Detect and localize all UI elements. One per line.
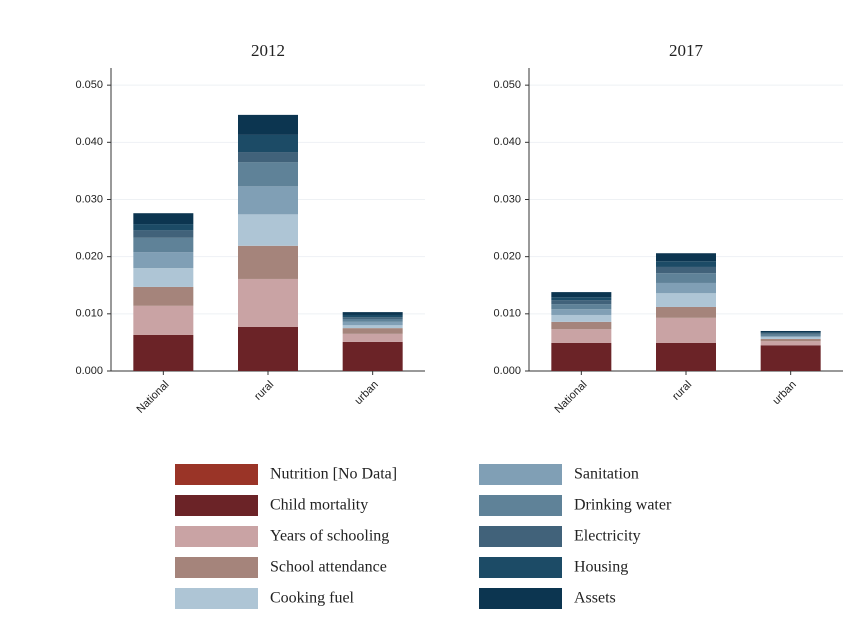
x-tick-label: National xyxy=(134,379,171,416)
legend-label: Assets xyxy=(574,590,616,607)
x-tick-label: rural xyxy=(252,379,276,403)
bar-segment xyxy=(133,224,194,231)
y-tick-label: 0.030 xyxy=(493,193,521,205)
bar-segment xyxy=(656,342,716,371)
bar-segment xyxy=(238,162,298,187)
bar-segment xyxy=(551,292,612,298)
legend-label: Housing xyxy=(574,559,628,576)
bar-segment xyxy=(551,297,612,301)
legend-swatch xyxy=(175,557,258,578)
bar-segment xyxy=(342,318,403,322)
legend-label: Years of schooling xyxy=(270,528,389,545)
bar-segment xyxy=(656,266,716,274)
legend-swatch xyxy=(479,557,562,578)
y-tick-label: 0.050 xyxy=(75,79,103,91)
x-tick-label: urban xyxy=(352,379,380,407)
bar-segment xyxy=(342,317,403,319)
bar-segment xyxy=(760,332,821,334)
bar-segment xyxy=(551,309,612,315)
y-tick-label: 0.000 xyxy=(493,365,521,377)
bar-segment xyxy=(551,314,612,322)
legend-label: Electricity xyxy=(574,528,641,545)
legend-label: School attendance xyxy=(270,559,387,576)
bar-segment xyxy=(551,342,612,371)
y-tick-label: 0.050 xyxy=(493,79,521,91)
y-tick-label: 0.020 xyxy=(75,251,103,263)
bar-segment xyxy=(238,152,298,163)
bar-segment xyxy=(238,186,298,215)
y-tick-label: 0.010 xyxy=(75,308,103,320)
bar-segment xyxy=(551,321,612,330)
bar-segment xyxy=(238,278,298,327)
bar-segment xyxy=(133,237,194,253)
bar-segment xyxy=(133,252,194,269)
bar-segment xyxy=(238,326,298,371)
bar-segment xyxy=(342,333,403,342)
legend-swatch xyxy=(175,526,258,547)
y-tick-label: 0.040 xyxy=(493,136,521,148)
bar-segment xyxy=(656,317,716,343)
bar-segment xyxy=(342,314,403,318)
bar-segment xyxy=(760,334,821,337)
y-tick-label: 0.030 xyxy=(75,193,103,205)
bar-segment xyxy=(238,214,298,246)
bar-segment xyxy=(342,321,403,326)
bar-segment xyxy=(133,286,194,306)
legend-swatch xyxy=(175,464,258,485)
bar-segment xyxy=(656,261,716,267)
bar-segment xyxy=(133,213,194,225)
bar-segment xyxy=(342,325,403,329)
bar-segment xyxy=(342,341,403,371)
x-tick-label: urban xyxy=(770,379,798,407)
legend-label: Sanitation xyxy=(574,466,639,483)
legend-label: Drinking water xyxy=(574,497,672,514)
bar-segment xyxy=(238,134,298,153)
legend-swatch xyxy=(479,464,562,485)
bar-segment xyxy=(760,338,821,342)
bar-segment xyxy=(656,273,716,283)
bar-segment xyxy=(133,305,194,335)
bar-segment xyxy=(133,334,194,371)
bar-segment xyxy=(551,304,612,310)
bar-segment xyxy=(760,330,821,333)
bar-segment xyxy=(760,333,821,335)
bar-segment xyxy=(656,306,716,318)
legend-label: Nutrition [No Data] xyxy=(270,466,397,483)
bar-segment xyxy=(760,345,821,371)
bar-segment xyxy=(656,282,716,294)
bar-segment xyxy=(238,245,298,279)
bar-segment xyxy=(342,312,403,315)
legend-swatch xyxy=(479,588,562,609)
y-tick-label: 0.020 xyxy=(493,251,521,263)
x-tick-label: National xyxy=(552,379,589,416)
chart-title: 2012 xyxy=(251,41,285,60)
legend-label: Child mortality xyxy=(270,497,368,514)
bar-segment xyxy=(656,253,716,262)
bar-segment xyxy=(342,328,403,334)
legend-swatch xyxy=(175,588,258,609)
bar-segment xyxy=(760,336,821,338)
bar-segment xyxy=(760,337,821,339)
y-tick-label: 0.010 xyxy=(493,308,521,320)
bar-segment xyxy=(656,293,716,307)
bar-segment xyxy=(238,114,298,135)
y-tick-label: 0.000 xyxy=(75,365,103,377)
legend-label: Cooking fuel xyxy=(270,590,355,607)
bar-segment xyxy=(760,341,821,346)
bar-segment xyxy=(551,300,612,305)
bar-segment xyxy=(133,230,194,238)
y-tick-label: 0.040 xyxy=(75,136,103,148)
legend-swatch xyxy=(479,526,562,547)
chart-title: 2017 xyxy=(669,41,704,60)
legend-swatch xyxy=(479,495,562,516)
bar-segment xyxy=(133,268,194,287)
bar-segment xyxy=(551,329,612,343)
legend-swatch xyxy=(175,495,258,516)
x-tick-label: rural xyxy=(670,379,694,403)
